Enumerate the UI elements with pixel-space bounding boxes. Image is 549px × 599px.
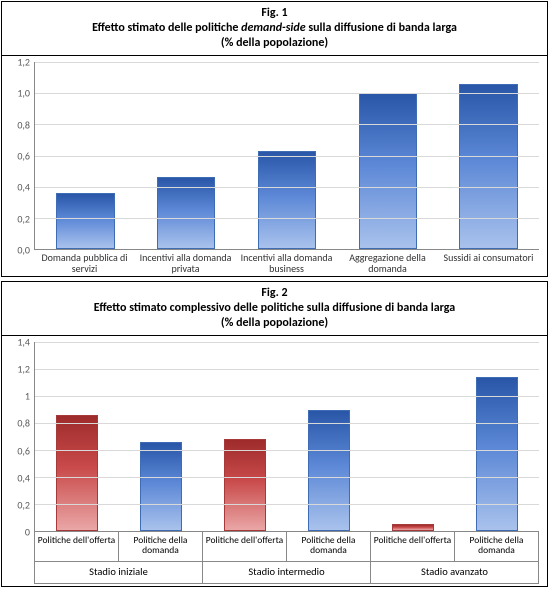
fig2-title-line1: Fig. 2 — [8, 286, 541, 301]
fig2-y-tick: 0,8 — [17, 417, 30, 430]
fig2-bar — [56, 415, 98, 531]
fig1-y-tick: 0,0 — [17, 244, 30, 257]
fig1-y-tick: 1,2 — [17, 56, 30, 69]
fig1-y-tick: 0,2 — [17, 212, 30, 225]
fig1-bar — [359, 93, 417, 249]
fig1-title-post: sulla diffusione di banda larga — [306, 21, 457, 35]
gridline — [35, 62, 539, 63]
fig1-title: Fig. 1 Effetto stimato delle politiche d… — [2, 2, 547, 56]
fig1-x-label: Incentivi alla domanda privata — [135, 250, 236, 276]
gridline — [35, 396, 539, 397]
fig2-bar — [308, 410, 350, 532]
fig1-bar — [157, 177, 215, 249]
gridline — [35, 93, 539, 94]
fig1-y-tick: 0,4 — [17, 181, 30, 194]
fig2-bar-slot — [455, 342, 539, 531]
fig2-group-label: Stadio avanzato — [371, 562, 539, 584]
fig2-bar — [140, 442, 182, 531]
fig2-y-tick: 0,4 — [17, 471, 30, 484]
fig2-chart: 0 0,2 0,4 0,6 0,8 1 1,2 1,4 Politiche dell'offe… — [2, 336, 547, 586]
gridline — [35, 450, 539, 451]
fig1-panel: Fig. 1 Effetto stimato delle politiche d… — [1, 1, 548, 277]
gridline — [35, 369, 539, 370]
fig2-group-label: Stadio iniziale — [34, 562, 203, 584]
fig2-sub-label: Politiche dell'offerta — [203, 532, 287, 562]
fig1-y-tick: 0,6 — [17, 150, 30, 163]
fig2-y-tick: 1,2 — [17, 363, 30, 376]
fig2-bar-slot — [119, 342, 203, 531]
fig1-x-labels: Domanda pubblica di serviziIncentivi all… — [34, 250, 539, 276]
fig1-bar — [258, 151, 316, 249]
gridline — [35, 156, 539, 157]
fig2-bar — [392, 524, 434, 531]
fig1-title-pre: Effetto stimato delle politiche — [92, 21, 241, 35]
fig2-sub-label: Politiche dell'offerta — [371, 532, 455, 562]
fig1-chart: 0,0 0,2 0,4 0,6 0,8 1,0 1,2 Domanda pubblica d… — [2, 56, 547, 276]
gridline — [35, 477, 539, 478]
fig2-x-groups: Stadio inizialeStadio intermedioStadio a… — [34, 562, 539, 584]
fig1-x-label: Domanda pubblica di servizi — [34, 250, 135, 276]
fig2-panel: Fig. 2 Effetto stimato complessivo delle… — [1, 281, 548, 587]
fig1-plot — [34, 62, 539, 250]
fig2-sub-label: Politiche della domanda — [119, 532, 203, 562]
fig1-y-axis: 0,00,20,40,60,81,01,2 — [2, 62, 34, 250]
fig2-y-tick: 1,4 — [17, 336, 30, 349]
gridline — [35, 504, 539, 505]
fig1-y-tick: 0,8 — [17, 118, 30, 131]
fig1-x-label: Incentivi alla domanda business — [236, 250, 337, 276]
fig2-bar-slot — [203, 342, 287, 531]
fig2-sub-label: Politiche della domanda — [287, 532, 371, 562]
gridline — [35, 423, 539, 424]
fig1-bar — [56, 193, 114, 249]
fig1-x-label: Sussidi ai consumatori — [438, 250, 539, 276]
fig1-title-line1: Fig. 1 — [8, 6, 541, 21]
fig1-title-line3: (% della popolazione) — [8, 36, 541, 51]
fig1-x-label: Aggregazione della domanda — [337, 250, 438, 276]
fig1-title-line2: Effetto stimato delle politiche demand-s… — [8, 21, 541, 36]
fig2-title-line3: (% della popolazione) — [8, 316, 541, 331]
fig1-bar — [459, 84, 517, 249]
fig2-plot — [34, 342, 539, 532]
gridline — [35, 218, 539, 219]
fig2-group-label: Stadio intermedio — [203, 562, 371, 584]
fig2-bar — [224, 439, 266, 531]
gridline — [35, 124, 539, 125]
fig2-y-tick: 1 — [25, 390, 30, 403]
fig2-bar-slot — [35, 342, 119, 531]
fig2-sub-label: Politiche dell'offerta — [34, 532, 119, 562]
fig2-y-tick: 0,6 — [17, 444, 30, 457]
fig2-bars — [35, 342, 539, 531]
fig1-y-tick: 1,0 — [17, 87, 30, 100]
fig2-x-sublabels: Politiche dell'offertaPolitiche della do… — [34, 532, 539, 562]
gridline — [35, 342, 539, 343]
fig2-title: Fig. 2 Effetto stimato complessivo delle… — [2, 282, 547, 336]
fig1-title-italic: demand-side — [241, 21, 305, 35]
gridline — [35, 187, 539, 188]
fig2-bar-slot — [287, 342, 371, 531]
fig2-sub-label: Politiche della domanda — [455, 532, 539, 562]
fig2-bar-slot — [371, 342, 455, 531]
fig2-title-line2: Effetto stimato complessivo delle politi… — [8, 301, 541, 316]
fig2-y-tick: 0,2 — [17, 498, 30, 511]
fig2-y-axis: 00,20,40,60,811,21,4 — [2, 342, 34, 532]
fig2-bar — [476, 377, 518, 531]
fig2-x-section: Politiche dell'offertaPolitiche della do… — [34, 532, 539, 586]
fig2-y-tick: 0 — [25, 526, 30, 539]
